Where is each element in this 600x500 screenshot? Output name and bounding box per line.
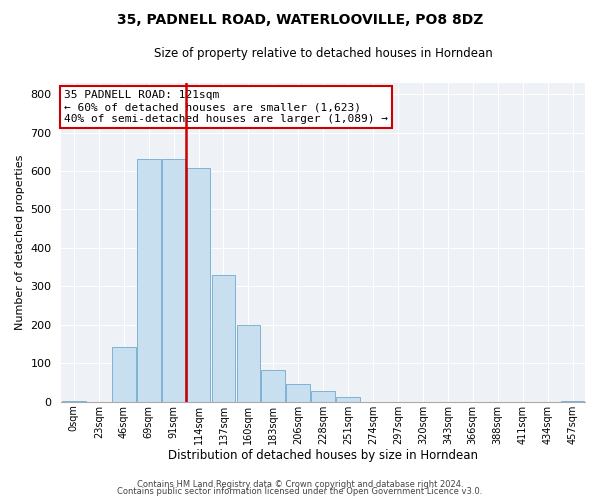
Text: Contains HM Land Registry data © Crown copyright and database right 2024.: Contains HM Land Registry data © Crown c…	[137, 480, 463, 489]
Bar	[560, 400, 584, 402]
Text: Contains public sector information licensed under the Open Government Licence v3: Contains public sector information licen…	[118, 487, 482, 496]
Title: Size of property relative to detached houses in Horndean: Size of property relative to detached ho…	[154, 48, 493, 60]
Bar	[311, 392, 335, 402]
Bar	[62, 400, 86, 402]
Bar	[187, 168, 211, 402]
Text: 35 PADNELL ROAD: 121sqm
← 60% of detached houses are smaller (1,623)
40% of semi: 35 PADNELL ROAD: 121sqm ← 60% of detache…	[64, 90, 388, 124]
X-axis label: Distribution of detached houses by size in Horndean: Distribution of detached houses by size …	[168, 450, 478, 462]
Bar	[137, 158, 161, 402]
Bar	[112, 347, 136, 402]
Bar	[212, 275, 235, 402]
Text: 35, PADNELL ROAD, WATERLOOVILLE, PO8 8DZ: 35, PADNELL ROAD, WATERLOOVILLE, PO8 8DZ	[117, 12, 483, 26]
Y-axis label: Number of detached properties: Number of detached properties	[15, 154, 25, 330]
Bar	[236, 325, 260, 402]
Bar	[286, 384, 310, 402]
Bar	[262, 370, 285, 402]
Bar	[336, 397, 360, 402]
Bar	[162, 160, 185, 402]
